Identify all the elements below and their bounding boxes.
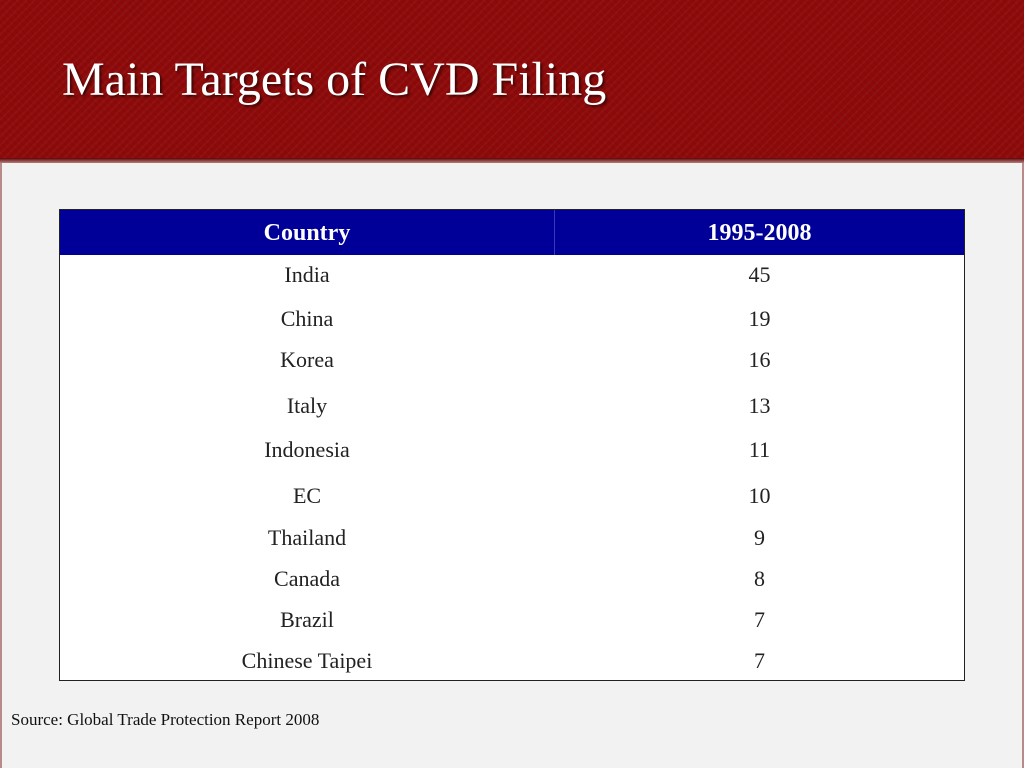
row-value: 7 xyxy=(754,648,765,673)
row-country: EC xyxy=(292,483,322,508)
slide-title: Main Targets of CVD Filing xyxy=(62,53,607,106)
title-band xyxy=(0,0,1024,158)
row-value: 7 xyxy=(754,607,765,632)
row-country: Thailand xyxy=(267,525,347,550)
row-value: 8 xyxy=(754,566,765,591)
row-value: 19 xyxy=(748,306,771,331)
row-value: 11 xyxy=(748,437,771,462)
source-note: Source: Global Trade Protection Report 2… xyxy=(11,710,320,729)
row-country: India xyxy=(284,262,330,287)
row-country: Indonesia xyxy=(264,437,350,462)
row-value: 13 xyxy=(748,393,771,418)
row-value: 9 xyxy=(754,525,765,550)
slide-frame-right xyxy=(1022,163,1024,768)
row-value: 16 xyxy=(748,347,771,372)
slide-frame-left xyxy=(0,163,2,768)
row-country: Brazil xyxy=(280,607,334,632)
row-country: Chinese Taipei xyxy=(241,648,373,673)
column-header-country: Country xyxy=(263,220,351,246)
table-header: Country 1995-2008 xyxy=(60,210,964,255)
column-divider xyxy=(554,210,555,255)
row-country: Canada xyxy=(274,566,340,591)
row-value: 10 xyxy=(748,483,771,508)
row-country: Italy xyxy=(286,393,328,418)
row-value: 45 xyxy=(748,262,771,287)
title-band-shadow xyxy=(0,158,1024,163)
row-country: China xyxy=(280,306,334,331)
row-country: Korea xyxy=(280,347,334,372)
cvd-table: Country 1995-2008 India 45 China 19 Kore… xyxy=(59,209,965,681)
column-header-period: 1995-2008 xyxy=(707,220,812,246)
